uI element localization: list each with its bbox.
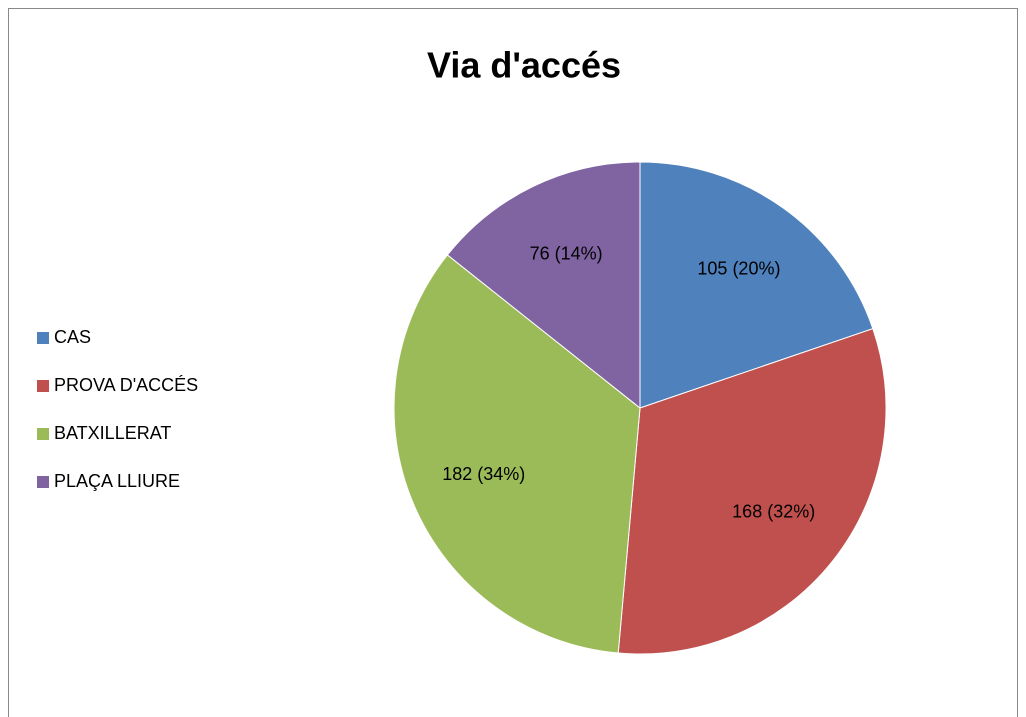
legend-label: PLAÇA LLIURE: [54, 471, 180, 491]
legend-label: PROVA D'ACCÉS: [54, 375, 198, 395]
data-label: 168 (32%): [732, 502, 815, 522]
chart-title: Via d'accés: [427, 45, 621, 86]
data-label: 105 (20%): [697, 259, 780, 279]
pie-slice: [393, 254, 641, 654]
legend-swatch: [37, 332, 49, 344]
pie-slice: [617, 328, 887, 655]
legend-swatch: [37, 428, 49, 440]
legend-label: BATXILLERAT: [54, 423, 171, 443]
legend-swatch: [37, 380, 49, 392]
legend-swatch: [37, 476, 49, 488]
data-label: 182 (34%): [442, 464, 525, 484]
data-label: 76 (14%): [530, 244, 603, 264]
legend-label: CAS: [54, 327, 91, 347]
pie-slice: [639, 161, 874, 409]
pie-slice: [446, 161, 641, 410]
